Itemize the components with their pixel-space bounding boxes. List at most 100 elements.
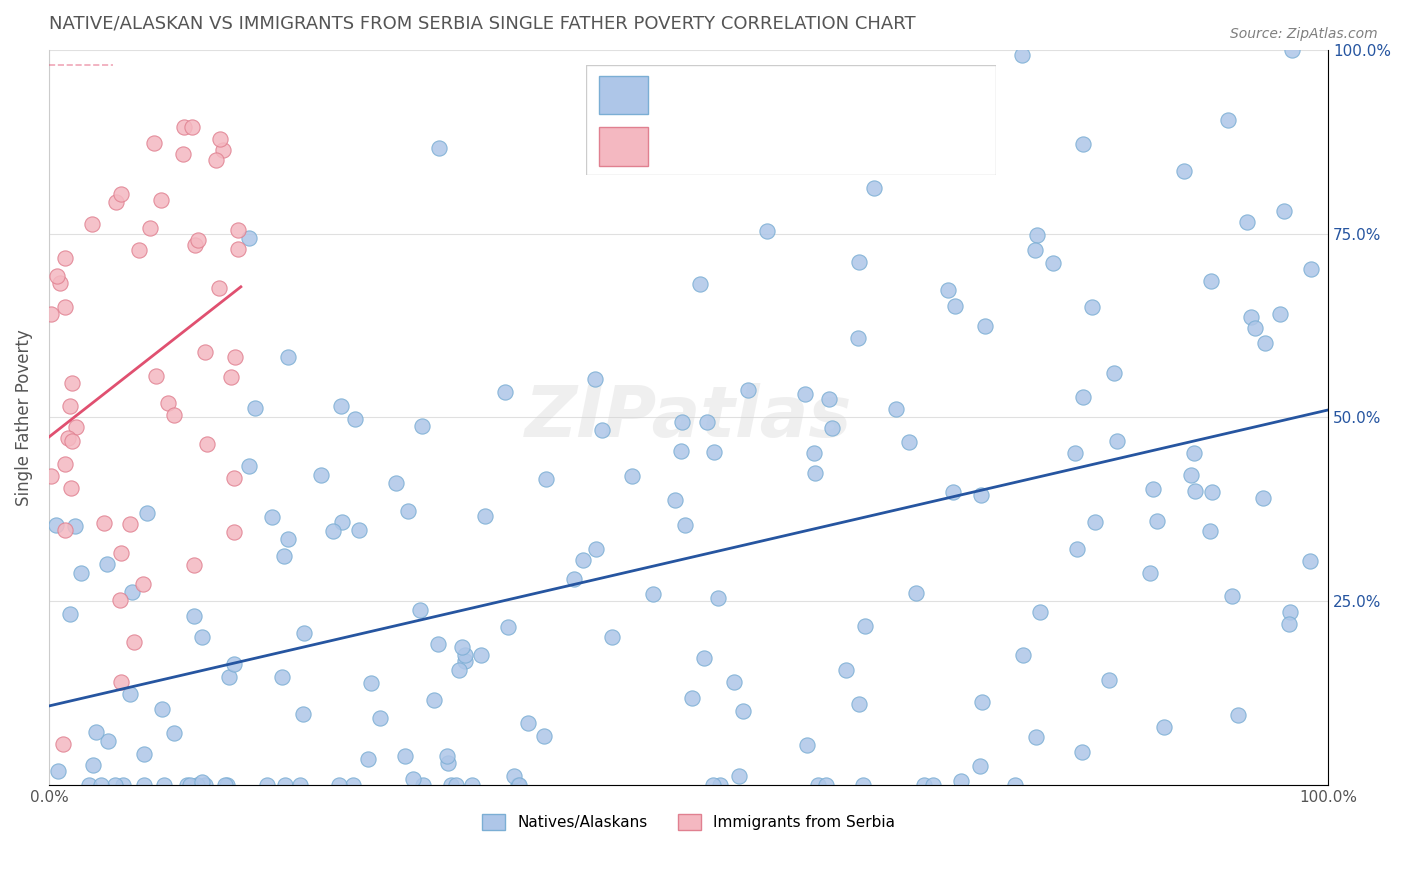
Point xyxy=(65,420,87,434)
Point xyxy=(226,223,249,237)
Y-axis label: Single Father Poverty: Single Father Poverty xyxy=(15,329,32,506)
Point xyxy=(969,758,991,772)
Point xyxy=(402,772,425,787)
Point xyxy=(1066,541,1088,556)
Point xyxy=(368,711,391,725)
Point xyxy=(270,670,292,684)
Point xyxy=(112,778,135,792)
Point xyxy=(1301,262,1323,277)
Point xyxy=(60,481,83,495)
Point xyxy=(848,254,870,268)
Point xyxy=(84,725,107,739)
Point xyxy=(904,586,927,600)
Point xyxy=(226,242,249,256)
Point xyxy=(208,132,231,146)
Point xyxy=(1071,136,1094,151)
Point xyxy=(1268,307,1291,321)
Point xyxy=(53,524,76,538)
Point xyxy=(817,392,839,407)
Point xyxy=(145,368,167,383)
Point xyxy=(150,702,173,716)
Point xyxy=(807,778,830,792)
Point xyxy=(436,749,458,764)
Point xyxy=(59,607,82,621)
Point xyxy=(139,220,162,235)
Point xyxy=(1251,491,1274,505)
Point xyxy=(835,663,858,677)
Text: ZIPatlas: ZIPatlas xyxy=(524,383,852,452)
Point xyxy=(886,401,908,416)
Point xyxy=(396,504,419,518)
Point xyxy=(65,519,87,533)
Point xyxy=(454,648,477,663)
Point xyxy=(912,778,935,792)
Point xyxy=(1081,300,1104,314)
Point xyxy=(681,691,703,706)
Point xyxy=(120,686,142,700)
Point xyxy=(342,778,364,792)
Point xyxy=(39,307,62,321)
Point xyxy=(1064,446,1087,460)
Point xyxy=(591,423,613,437)
Point xyxy=(59,399,82,413)
Point xyxy=(942,484,965,499)
Point xyxy=(440,778,463,792)
Point xyxy=(273,549,295,564)
Point xyxy=(803,466,825,480)
Point xyxy=(974,318,997,333)
Point xyxy=(1220,589,1243,603)
Point xyxy=(70,566,93,580)
Point xyxy=(322,524,344,538)
Point xyxy=(863,181,886,195)
Point xyxy=(1218,112,1240,127)
Point xyxy=(108,592,131,607)
Point xyxy=(329,399,352,413)
Point xyxy=(846,331,869,345)
Point xyxy=(737,384,759,398)
Point xyxy=(709,778,731,792)
Point xyxy=(60,434,83,449)
Point xyxy=(853,619,876,633)
Point xyxy=(183,558,205,573)
Point xyxy=(292,625,315,640)
Point xyxy=(194,778,217,792)
Point xyxy=(277,532,299,546)
Point xyxy=(755,224,778,238)
Point xyxy=(132,576,155,591)
Point xyxy=(330,515,353,529)
Point xyxy=(1254,336,1277,351)
Point xyxy=(45,518,67,533)
Point xyxy=(796,738,818,752)
Point xyxy=(503,769,526,783)
Point xyxy=(583,371,606,385)
Text: NATIVE/ALASKAN VS IMMIGRANTS FROM SERBIA SINGLE FATHER POVERTY CORRELATION CHART: NATIVE/ALASKAN VS IMMIGRANTS FROM SERBIA… xyxy=(49,15,915,33)
Point xyxy=(723,675,745,690)
Point xyxy=(411,419,433,434)
Point xyxy=(692,144,714,158)
Point xyxy=(173,120,195,135)
Point xyxy=(1024,243,1046,257)
Point xyxy=(1153,720,1175,734)
Point xyxy=(93,516,115,530)
Point xyxy=(534,473,557,487)
Point xyxy=(222,470,245,484)
Point xyxy=(344,412,367,426)
Point xyxy=(132,778,155,792)
Legend: Natives/Alaskans, Immigrants from Serbia: Natives/Alaskans, Immigrants from Serbia xyxy=(475,808,901,837)
Point xyxy=(1102,366,1125,380)
Point xyxy=(134,747,156,762)
Point xyxy=(1084,516,1107,530)
Point xyxy=(1236,215,1258,229)
Point xyxy=(451,640,474,654)
Point xyxy=(572,553,595,567)
Point xyxy=(214,778,236,792)
Point xyxy=(191,630,214,644)
Point xyxy=(703,444,725,458)
Point xyxy=(186,778,208,792)
Point xyxy=(217,778,239,792)
Point xyxy=(176,778,198,792)
Point xyxy=(162,408,184,422)
Point xyxy=(53,301,76,315)
Point xyxy=(80,217,103,231)
Point xyxy=(427,141,450,155)
